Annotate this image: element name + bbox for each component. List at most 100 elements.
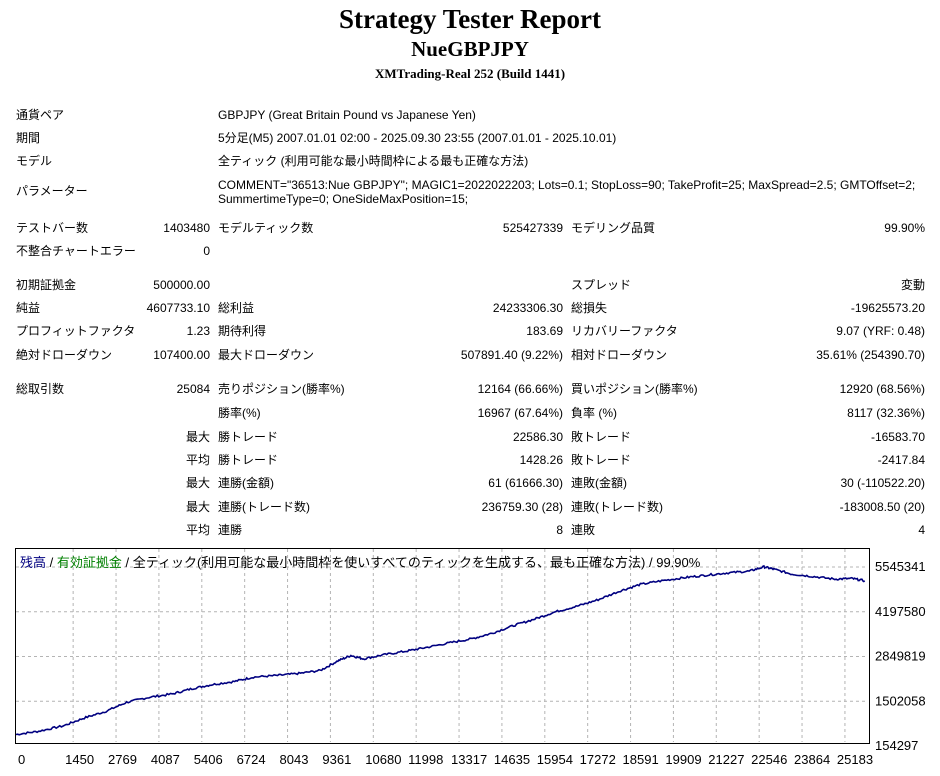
mismatch-label: 不整合チャートエラー xyxy=(16,244,136,258)
max-cons-loss-value: -183008.50 (20) xyxy=(839,500,925,514)
gross-profit-value: 24233306.30 xyxy=(492,301,563,315)
average-prefix: 平均 xyxy=(185,453,210,467)
largest-win-value: 22586.30 xyxy=(512,430,563,444)
bars-label: テストバー数 xyxy=(16,221,89,235)
avg-loss-label: 敗トレード xyxy=(571,453,632,467)
max-dd-value: 507891.40 (9.22%) xyxy=(460,348,563,362)
abs-dd-value: 107400.00 xyxy=(153,348,210,362)
x-tick-label: 2769 xyxy=(108,752,137,767)
y-tick-label: 4197580 xyxy=(875,604,926,619)
chart-legend: 残高 / 有効証拠金 / 全ティック(利用可能な最小時間枠を使いすべてのティック… xyxy=(20,552,700,571)
avg-cons-prefix: 平均 xyxy=(185,523,210,537)
x-tick-label: 1450 xyxy=(65,752,94,767)
model-value: 全ティック (利用可能な最小時間枠による最も正確な方法) xyxy=(218,154,529,168)
abs-dd-label: 絶対ドローダウン xyxy=(16,348,113,362)
pf-value: 1.23 xyxy=(186,324,210,338)
legend-equity: 有効証拠金 xyxy=(56,555,122,570)
x-tick-label: 13317 xyxy=(451,752,487,767)
spread-value: 変動 xyxy=(900,278,925,292)
expected-label: 期待利得 xyxy=(218,324,267,338)
avg-cons-losses-label: 連敗 xyxy=(571,523,596,537)
x-tick-label: 4087 xyxy=(151,752,180,767)
pf-label: プロフィットファクタ xyxy=(16,324,136,338)
mismatch-value: 0 xyxy=(203,244,210,258)
x-tick-label: 17272 xyxy=(580,752,616,767)
y-tick-label: 1502058 xyxy=(875,693,926,708)
x-tick-label: 6724 xyxy=(237,752,266,767)
legend-description: 全ティック(利用可能な最小時間枠を使いすべてのティックを生成する、最も正確な方法… xyxy=(132,555,701,570)
recovery-value: 9.07 (YRF: 0.48) xyxy=(836,324,925,338)
params-line-1: COMMENT="36513:Nue GBPJPY"; MAGIC1=20220… xyxy=(218,178,916,192)
server-build: XMTrading-Real 252 (Build 1441) xyxy=(374,66,566,81)
x-tick-label: 15954 xyxy=(537,752,573,767)
x-tick-label: 18591 xyxy=(623,752,659,767)
x-tick-label: 21227 xyxy=(708,752,744,767)
symbol-label: 通貨ペア xyxy=(16,108,65,122)
largest-prefix: 最大 xyxy=(185,430,210,444)
max-dd-label: 最大ドローダウン xyxy=(218,348,315,362)
y-tick-label: 2849819 xyxy=(875,649,926,664)
rel-dd-label: 相対ドローダウン xyxy=(571,348,668,362)
legend-sep-2: / xyxy=(121,555,133,570)
largest-win-label: 勝トレード xyxy=(218,430,279,444)
total-trades-value: 25084 xyxy=(176,382,210,396)
ticks-label: モデルティック数 xyxy=(218,221,314,235)
winrate-value: 16967 (67.64%) xyxy=(477,406,563,420)
legend-sep-1: / xyxy=(46,555,57,570)
quality-label: モデリング品質 xyxy=(571,221,656,235)
net-value: 4607733.10 xyxy=(146,301,210,315)
gross-profit-label: 総利益 xyxy=(218,301,255,315)
max-cons-profit-value: 236759.30 (28) xyxy=(481,500,563,514)
avg-win-value: 1428.26 xyxy=(519,453,563,467)
total-trades-label: 総取引数 xyxy=(16,382,65,396)
x-tick-label: 14635 xyxy=(494,752,530,767)
lossrate-label: 負率 (%) xyxy=(571,406,617,420)
gross-loss-value: -19625573.20 xyxy=(850,301,925,315)
largest-loss-label: 敗トレード xyxy=(571,430,632,444)
gross-loss-label: 総損失 xyxy=(571,301,608,315)
expected-value: 183.69 xyxy=(526,324,563,338)
max-cons-prefix: 最大 xyxy=(185,476,210,490)
params-line-2: SummertimeType=0; OneSideMaxPosition=15; xyxy=(218,192,469,206)
x-tick-label: 0 xyxy=(18,752,25,767)
ticks-value: 525427339 xyxy=(502,221,563,235)
max-cons-losses-value: 30 (-110522.20) xyxy=(840,476,925,490)
deposit-label: 初期証拠金 xyxy=(16,278,77,292)
x-tick-label: 11998 xyxy=(408,752,443,767)
avg-cons-losses-value: 4 xyxy=(918,523,925,537)
winrate-label: 勝率(%) xyxy=(218,406,261,420)
x-tick-label: 23864 xyxy=(794,752,830,767)
rel-dd-value: 35.61% (254390.70) xyxy=(816,348,925,362)
max-cons-wins-value: 61 (61666.30) xyxy=(488,476,563,490)
params-value: COMMENT="36513:Nue GBPJPY"; MAGIC1=20220… xyxy=(218,178,923,206)
short-value: 12164 (66.66%) xyxy=(477,382,563,396)
quality-value: 99.90% xyxy=(884,221,925,235)
recovery-label: リカバリーファクタ xyxy=(571,324,678,338)
x-tick-label: 8043 xyxy=(280,752,309,767)
balance-chart-frame xyxy=(15,548,870,744)
symbol-value: GBPJPY (Great Britain Pound vs Japanese … xyxy=(218,108,476,122)
x-tick-label: 5406 xyxy=(194,752,223,767)
x-tick-label: 9361 xyxy=(322,752,351,767)
bars-value: 1403480 xyxy=(163,221,210,235)
max-cons-loss-label: 連敗(トレード数) xyxy=(571,500,663,514)
params-label: パラメーター xyxy=(16,184,88,198)
ea-name: NueGBPJPY xyxy=(411,37,529,61)
max-cons-wins-label: 連勝(金額) xyxy=(218,476,274,490)
legend-balance: 残高 xyxy=(20,555,47,570)
model-label: モデル xyxy=(16,154,53,168)
net-label: 純益 xyxy=(16,301,41,315)
period-label: 期間 xyxy=(16,131,41,145)
period-value: 5分足(M5) 2007.01.01 02:00 - 2025.09.30 23… xyxy=(218,131,617,145)
avg-cons-wins-value: 8 xyxy=(556,523,563,537)
max-cons-profit-label: 連勝(トレード数) xyxy=(218,500,310,514)
avg-loss-value: -2417.84 xyxy=(877,453,925,467)
report-title: Strategy Tester Report xyxy=(339,4,601,34)
long-value: 12920 (68.56%) xyxy=(839,382,925,396)
x-tick-label: 22546 xyxy=(751,752,787,767)
short-label: 売りポジション(勝率%) xyxy=(218,382,345,396)
y-tick-label: 154297 xyxy=(875,738,918,753)
report-header: Strategy Tester Report NueGBPJPY XMTradi… xyxy=(0,2,940,84)
spread-label: スプレッド xyxy=(571,278,632,292)
